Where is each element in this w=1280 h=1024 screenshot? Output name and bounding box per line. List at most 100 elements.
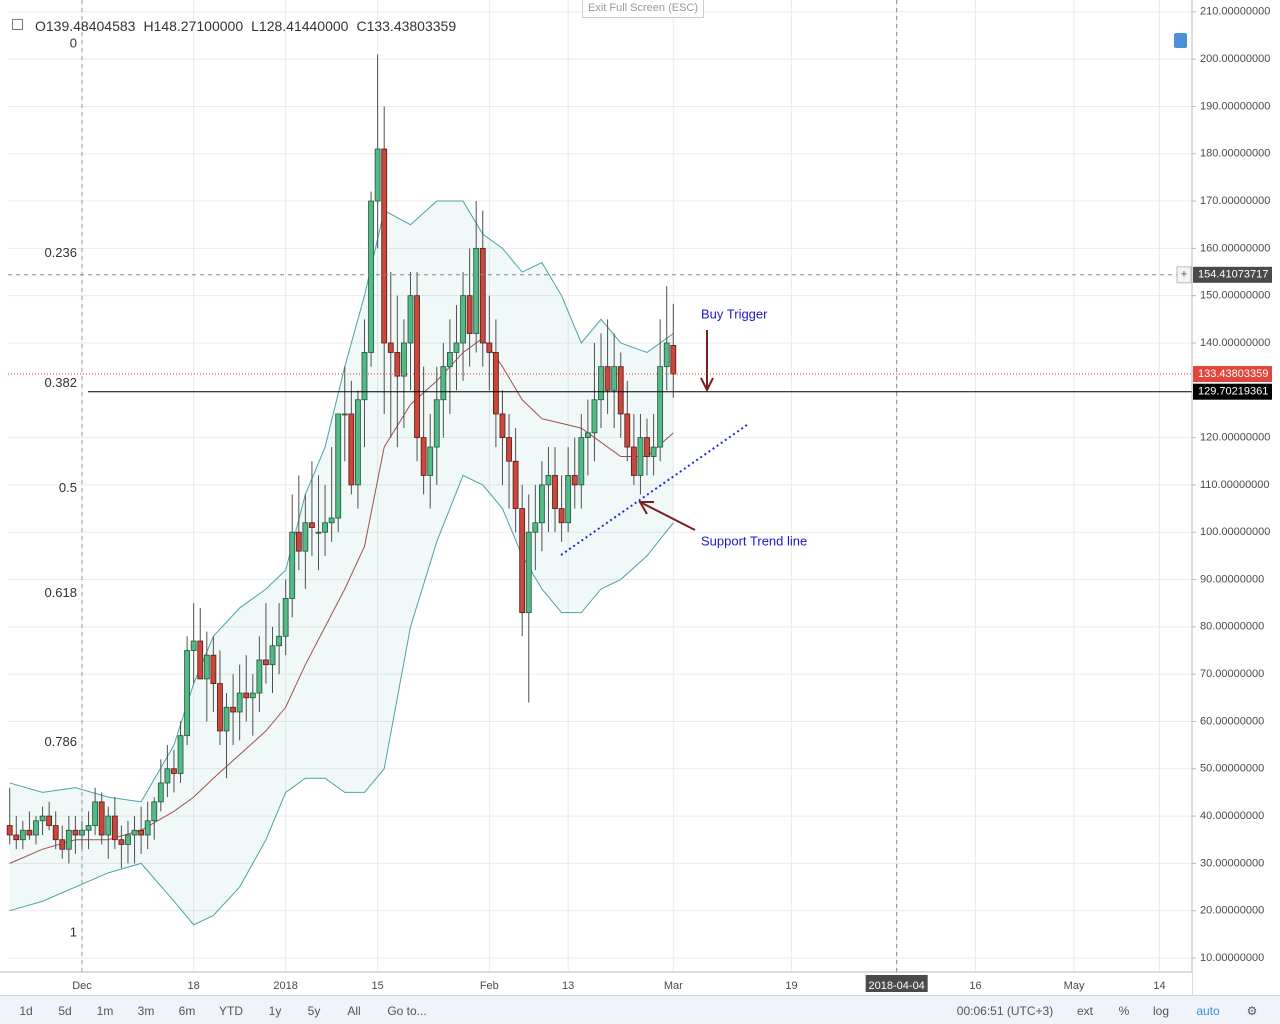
option-button[interactable]: log: [1152, 1004, 1170, 1018]
x-tick-label: May: [1064, 980, 1085, 992]
candle-body: [13, 834, 20, 841]
candle-body: [355, 399, 361, 486]
range-button[interactable]: 6m: [178, 1004, 196, 1018]
candle-body: [151, 801, 158, 822]
candle-body: [506, 437, 512, 462]
candle-body: [157, 782, 164, 803]
candle-body: [65, 829, 72, 850]
y-tick-label: 80.00000000: [1200, 621, 1264, 633]
range-button[interactable]: 5d: [58, 1004, 72, 1018]
fib-level-label: 0.236: [44, 245, 77, 260]
fib-level-label: 0.5: [59, 480, 77, 495]
y-tick-label: 60.00000000: [1200, 715, 1264, 727]
candle-body: [295, 531, 302, 552]
candle-body: [276, 635, 282, 647]
y-tick-label: 140.00000000: [1200, 337, 1270, 349]
x-tick-label: 2018: [273, 980, 297, 992]
range-button[interactable]: 3m: [137, 1004, 155, 1018]
candle-body: [171, 768, 177, 774]
band-fill: [9, 201, 674, 925]
candle-body: [26, 829, 33, 836]
candle-body: [302, 522, 309, 552]
exit-fullscreen[interactable]: Exit Full Screen (ESC): [582, 0, 704, 18]
y-tick-label: 70.00000000: [1200, 668, 1264, 680]
candle-body: [79, 829, 85, 836]
y-tick-label: 110.00000000: [1200, 479, 1270, 491]
band-lower: [9, 474, 674, 926]
candle-body: [125, 834, 131, 845]
y-tick-label: 90.00000000: [1200, 573, 1264, 585]
candle-body: [611, 366, 618, 391]
candle-body: [519, 508, 526, 614]
annotation: Support Trend line: [701, 533, 807, 548]
price-label: 133.43803359: [1198, 368, 1268, 380]
candle-body: [420, 437, 427, 476]
option-button[interactable]: %: [1118, 1004, 1130, 1018]
candle-body: [657, 366, 664, 448]
candle-body: [637, 437, 644, 476]
chart: Buy Trigger Support Trend line Dec 18 2018…: [0, 0, 1272, 995]
candle-body: [217, 683, 223, 732]
candle-body: [381, 148, 388, 344]
candle-body: [164, 768, 171, 784]
scroll-button[interactable]: [1174, 33, 1187, 48]
range-button[interactable]: All: [347, 1004, 361, 1018]
y-tick-label: 30.00000000: [1200, 857, 1264, 869]
x-tick-label: 13: [562, 980, 574, 992]
legend-key: L: [251, 18, 259, 34]
candle-body: [105, 815, 112, 836]
band-upper: [9, 200, 674, 803]
support-arrow: [638, 501, 696, 531]
candle-body: [525, 531, 532, 614]
candle-body: [571, 475, 578, 486]
candle-body: [453, 342, 460, 353]
candle-body: [650, 446, 657, 457]
y-tick-label: 200.00000000: [1200, 53, 1270, 65]
fib-level-label: 0.786: [44, 734, 77, 749]
y-tick-label: 120.00000000: [1200, 432, 1270, 444]
candle-body: [387, 342, 394, 353]
candle-body: [460, 295, 466, 344]
candle-body: [598, 366, 604, 401]
candle-body: [512, 460, 519, 509]
candle-body: [46, 815, 53, 826]
settings-button[interactable]: ⚙: [1246, 1004, 1258, 1018]
crosshair-price-label: 154.41073717: [1198, 269, 1268, 281]
candle-body: [394, 352, 401, 377]
option-button[interactable]: auto: [1196, 1004, 1220, 1018]
range-button[interactable]: 1y: [268, 1004, 282, 1018]
candle-body: [210, 654, 217, 685]
candle-body: [584, 432, 591, 439]
candle-body: [447, 352, 453, 368]
candle-body: [223, 706, 230, 732]
legend-value: 139.48404583: [45, 18, 136, 34]
candle-body: [538, 484, 545, 524]
range-button[interactable]: 1d: [19, 1004, 33, 1018]
range-button[interactable]: YTD: [219, 1004, 243, 1018]
y-tick-label: 160.00000000: [1200, 242, 1270, 254]
candle-body: [59, 839, 66, 850]
fib-level-label: 1: [70, 924, 77, 939]
candle-body: [230, 706, 236, 713]
candle-body: [190, 640, 197, 651]
x-tick-label: 18: [188, 980, 200, 992]
range-button[interactable]: 5y: [307, 1004, 321, 1018]
candle-body: [433, 399, 440, 448]
y-tick-label: 50.00000000: [1200, 763, 1264, 775]
y-tick-label: 150.00000000: [1200, 290, 1270, 302]
candle-body: [532, 522, 539, 533]
collapse-icon[interactable]: [12, 19, 23, 30]
candle-body: [335, 413, 342, 519]
legend-key: H: [143, 18, 154, 34]
candle-body: [282, 598, 289, 637]
candle-body: [486, 342, 493, 353]
crosshair-plus[interactable]: [1176, 266, 1192, 284]
range-button[interactable]: 1m: [96, 1004, 114, 1018]
candle-body: [98, 801, 105, 836]
candle-body: [407, 295, 414, 344]
goto-button[interactable]: Go to...: [387, 1004, 427, 1018]
option-button[interactable]: ext: [1076, 1004, 1094, 1018]
candle-body: [617, 366, 624, 415]
candle-body: [545, 475, 552, 486]
candle-body: [558, 508, 565, 524]
